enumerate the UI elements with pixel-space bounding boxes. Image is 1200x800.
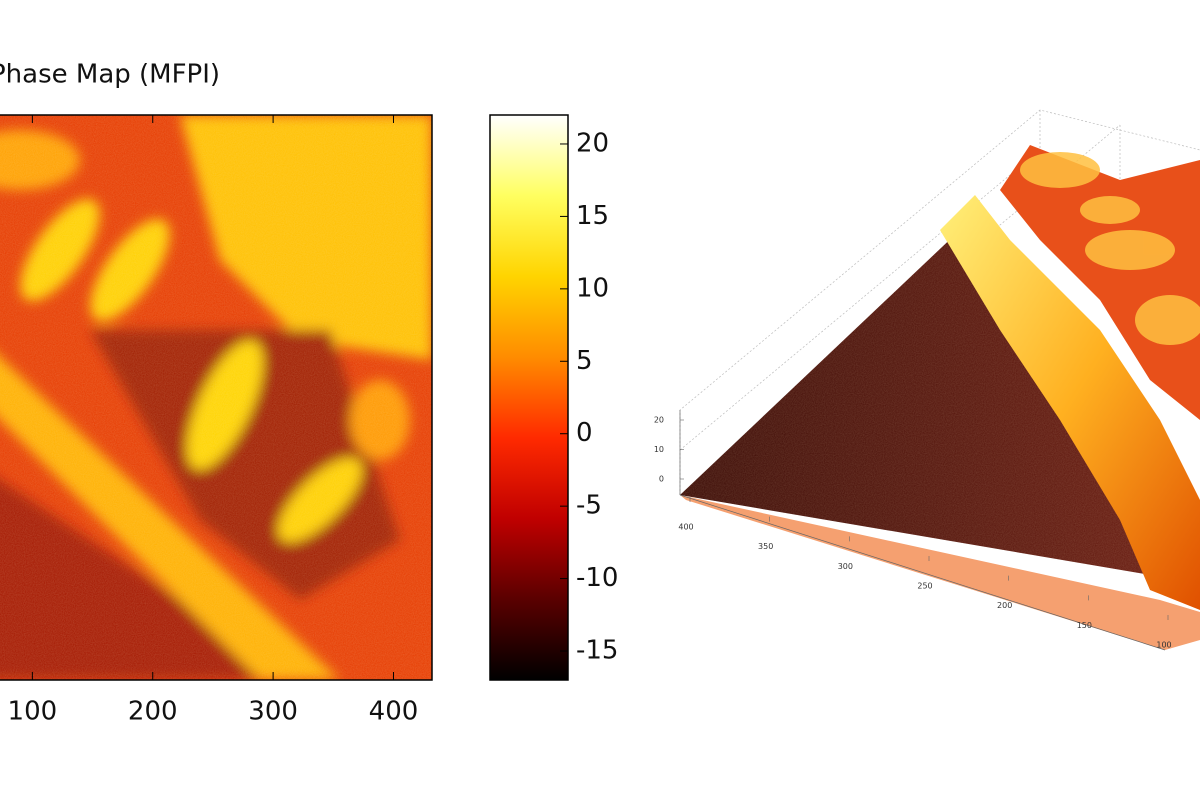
colorbar-tick-label: -15: [576, 636, 618, 666]
surface-plot: [679, 109, 1200, 651]
colorbar-tick-label: 10: [576, 273, 609, 303]
colorbar-tick-label: 20: [576, 128, 609, 158]
colorbar-tick-label: 5: [576, 346, 593, 376]
y-tick-label: 200: [997, 601, 1012, 610]
x-tick-label: 200: [128, 697, 178, 727]
colorbar-tick-label: 15: [576, 201, 609, 231]
plot-frame: [0, 114, 433, 681]
chart-title: Phase Map (MFPI): [0, 60, 220, 90]
y-tick-label: 250: [917, 582, 932, 591]
z-tick-label: 20: [654, 416, 664, 425]
y-tick-label: 150: [1077, 621, 1092, 630]
colorbar-tick-label: -5: [576, 491, 602, 521]
y-tick-label: 350: [758, 542, 773, 551]
colorbar-tick-label: -10: [576, 563, 618, 593]
colorbar-tick-label: 0: [576, 418, 593, 448]
z-tick-label: 0: [659, 475, 664, 484]
x-tick-label: 400: [369, 697, 419, 727]
y-tick-label: 300: [838, 562, 853, 571]
heatmap-image: [0, 115, 432, 680]
y-tick-label: 400: [678, 523, 693, 532]
x-tick-label: 300: [248, 697, 298, 727]
z-tick-label: 10: [654, 445, 664, 454]
x-tick-label: 100: [8, 697, 58, 727]
y-tick-label: 100: [1156, 641, 1171, 650]
colorbar: [489, 114, 569, 681]
